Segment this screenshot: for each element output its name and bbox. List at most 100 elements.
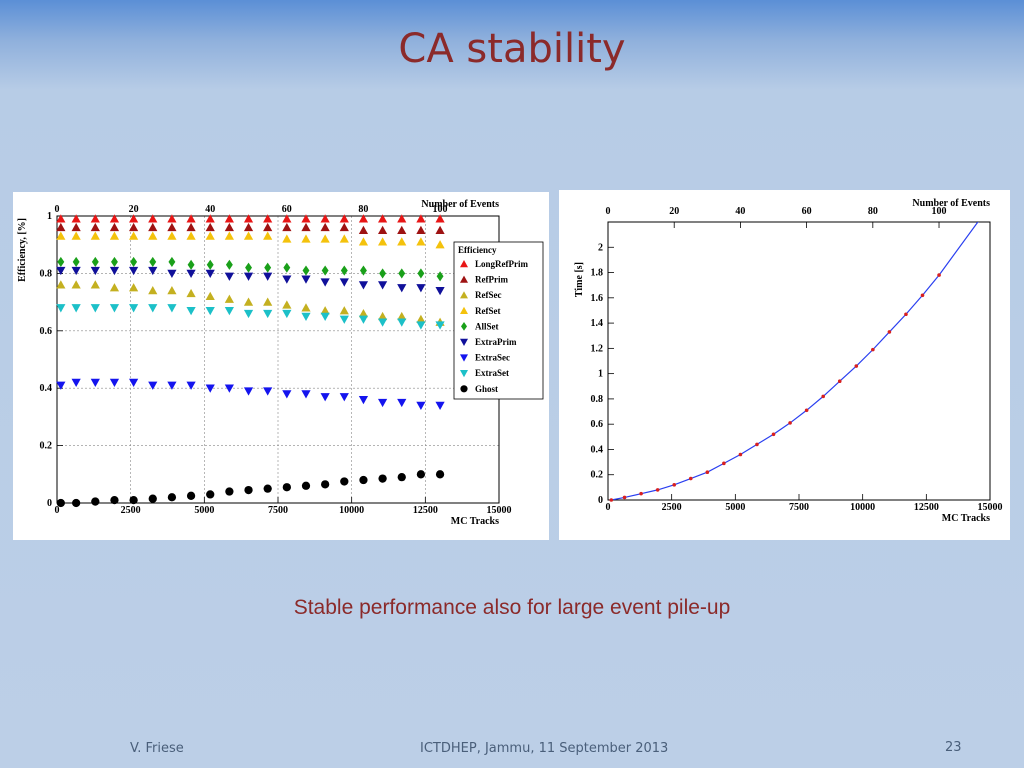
point-ExtraPrim: [416, 284, 426, 293]
point-ExtraSec: [435, 401, 445, 411]
point-RefPrim: [205, 222, 215, 232]
point-ExtraSet: [148, 304, 158, 313]
legend-marker-RefPrim: [460, 275, 468, 283]
point-ExtraPrim: [435, 286, 445, 296]
time-point: [821, 394, 825, 399]
point-ExtraPrim: [282, 275, 292, 284]
top-tick-label: 20: [669, 206, 679, 217]
point-LongRefPrim: [435, 214, 445, 223]
point-Ghost: [416, 470, 426, 479]
time-point: [755, 442, 759, 447]
point-LongRefPrim: [263, 214, 273, 223]
point-RefSet: [186, 231, 196, 240]
point-ExtraSet: [90, 304, 100, 313]
point-ExtraSec: [109, 378, 120, 388]
point-ExtraSet: [109, 304, 120, 313]
point-ExtraPrim: [71, 266, 81, 276]
point-RefPrim: [186, 222, 196, 232]
time-point: [871, 347, 875, 352]
point-Ghost: [186, 491, 196, 500]
x-axis-label: MC Tracks: [942, 513, 990, 524]
y-tick-label: 0.2: [591, 470, 604, 481]
series-time: [609, 273, 941, 502]
legend-marker-LongRefPrim: [460, 260, 468, 268]
series-Ghost: [56, 470, 445, 508]
time-point: [804, 408, 809, 413]
point-RefSec: [109, 283, 120, 292]
legend-label-RefSec: RefSec: [475, 290, 502, 300]
point-RefSet: [224, 231, 234, 240]
time-point: [937, 273, 941, 277]
legend-title: Efficiency: [458, 245, 497, 255]
time-point: [672, 483, 677, 487]
point-RefPrim: [397, 225, 407, 235]
y-tick-label: 0: [598, 495, 603, 506]
point-RefPrim: [56, 222, 66, 232]
point-RefPrim: [243, 222, 254, 232]
point-RefSet: [339, 234, 349, 243]
point-AllSet: [168, 256, 176, 267]
point-ExtraSec: [71, 378, 81, 388]
point-RefPrim: [224, 222, 234, 232]
point-AllSet: [245, 262, 252, 273]
y-tick-label: 0.4: [591, 444, 604, 455]
legend-label-ExtraSet: ExtraSet: [475, 368, 509, 378]
point-RefSec: [56, 280, 66, 289]
point-Ghost: [340, 477, 349, 486]
point-ExtraSet: [378, 318, 388, 327]
point-AllSet: [225, 259, 233, 270]
efficiency-chart-panel: 0 2500 5000 7500 10000 12500 15000 0 0.2 0.4 0.6 0.…: [13, 192, 549, 540]
point-AllSet: [57, 256, 65, 267]
point-AllSet: [149, 256, 157, 267]
efficiency-chart: 0 2500 5000 7500 10000 12500 15000 0 0.2 0.4 0.6 0.…: [17, 199, 544, 527]
top-tick-label: 80: [868, 206, 878, 217]
legend-marker-ExtraSet: [460, 370, 468, 378]
point-LongRefPrim: [339, 214, 349, 223]
point-ExtraPrim: [320, 278, 330, 287]
point-ExtraSec: [186, 381, 196, 390]
time-point: [887, 330, 892, 334]
point-LongRefPrim: [320, 214, 330, 223]
point-LongRefPrim: [378, 214, 388, 223]
point-LongRefPrim: [243, 214, 254, 223]
time-point: [639, 491, 643, 496]
point-RefSet: [90, 231, 100, 240]
point-LongRefPrim: [282, 214, 292, 223]
point-RefSet: [56, 231, 66, 240]
x-tick-label: 10000: [850, 502, 875, 513]
point-ExtraPrim: [243, 272, 254, 281]
point-AllSet: [72, 256, 80, 267]
point-ExtraSet: [416, 321, 426, 330]
point-LongRefPrim: [205, 214, 215, 223]
point-RefPrim: [339, 222, 349, 232]
plot-frame: [607, 221, 991, 501]
point-RefSec: [167, 286, 177, 295]
y-axis-label: Efficiency, [%]: [17, 218, 28, 282]
point-ExtraSec: [320, 393, 330, 402]
point-ExtraPrim: [397, 284, 407, 293]
point-Ghost: [244, 485, 253, 495]
point-ExtraPrim: [129, 266, 139, 276]
x-tick-label: 5000: [725, 502, 745, 513]
point-ExtraSec: [129, 378, 139, 388]
series-RefPrim: [56, 222, 445, 235]
time-point: [722, 461, 726, 466]
point-ExtraPrim: [224, 272, 234, 281]
point-RefSec: [186, 288, 196, 298]
x-tick-label: 2500: [662, 502, 682, 513]
point-RefSet: [71, 231, 81, 240]
point-ExtraPrim: [378, 281, 388, 290]
point-ExtraSet: [263, 309, 273, 319]
point-Ghost: [301, 481, 311, 490]
point-LongRefPrim: [90, 214, 100, 223]
legend-marker-RefSet: [460, 306, 468, 314]
point-AllSet: [340, 265, 348, 276]
point-ExtraSec: [339, 393, 349, 402]
point-Ghost: [397, 473, 406, 482]
legend-marker-Ghost: [460, 385, 468, 393]
point-ExtraSec: [416, 401, 426, 411]
legend-label-Ghost: Ghost: [475, 384, 498, 394]
y-tick-label: 1: [598, 369, 603, 380]
point-Ghost: [359, 475, 368, 485]
point-LongRefPrim: [397, 214, 407, 223]
